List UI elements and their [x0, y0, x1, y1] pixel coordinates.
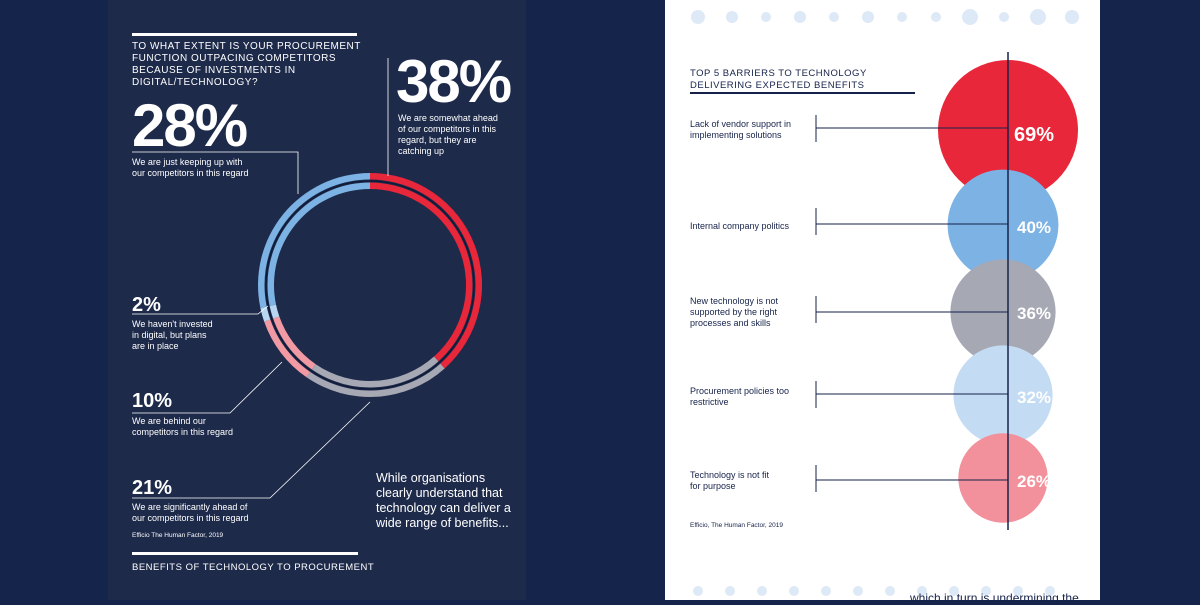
bubble-3: [953, 345, 1053, 445]
quote-text: While organisations clearly understand t…: [376, 471, 511, 530]
dot: [962, 9, 978, 25]
barriers-title: TOP 5 BARRIERS TO TECHNOLOGY DELIVERING …: [690, 68, 867, 91]
dot: [726, 11, 738, 23]
bubble-label-4: 26%: [1017, 472, 1051, 491]
dot: [821, 586, 831, 596]
source-right: Efficio, The Human Factor, 2019: [690, 522, 783, 529]
bubble-label-3: 32%: [1017, 388, 1051, 407]
title-rule: [132, 33, 357, 36]
dot: [853, 586, 863, 596]
dot: [999, 12, 1009, 22]
connector-0: [815, 115, 1008, 142]
label-2: We haven't invested in digital, but plan…: [132, 319, 213, 351]
dot: [693, 586, 703, 596]
dot: [1045, 586, 1055, 596]
connector-1: [815, 208, 1008, 235]
barrier-label-5: Technology is not fit for purpose: [690, 470, 770, 491]
leader-21: [132, 401, 371, 499]
dot: [829, 12, 839, 22]
barrier-label-1: Lack of vendor support in implementing s…: [690, 119, 792, 140]
footer-title: BENEFITS OF TECHNOLOGY TO PROCUREMENT: [132, 562, 375, 573]
connector-3: [815, 381, 1008, 408]
bottom-text: ...which in turn is undermining the: [900, 591, 1079, 605]
dot: [761, 12, 771, 22]
source-left: Efficio The Human Factor, 2019: [132, 532, 224, 539]
dot: [1065, 10, 1079, 24]
label-10: We are behind our competitors in this re…: [132, 416, 234, 437]
leader-2: [132, 305, 269, 315]
dot: [1013, 586, 1023, 596]
barrier-label-4: Procurement policies too restrictive: [690, 386, 790, 407]
bubble-label-2: 36%: [1017, 304, 1051, 323]
donut-inner-line: [265, 180, 475, 390]
dot: [725, 586, 735, 596]
label-21: We are significantly ahead of our compet…: [132, 502, 249, 523]
pct-2: 2%: [132, 294, 161, 316]
barriers-rule: [690, 92, 915, 94]
barrier-label-2: Internal company politics: [690, 221, 790, 231]
dot: [917, 586, 927, 596]
dot: [931, 12, 941, 22]
label-38: We are somewhat ahead of our competitors…: [398, 113, 498, 156]
leader-28: [132, 151, 299, 194]
barrier-label-3: New technology is not supported by the r…: [690, 296, 779, 328]
dot: [1030, 9, 1046, 25]
dot: [757, 586, 767, 596]
pct-21: 21%: [132, 477, 173, 499]
bubble-1: [947, 169, 1059, 281]
dot: [691, 10, 705, 24]
dot: [794, 11, 806, 23]
left-panel: [108, 0, 526, 600]
donut-slice-1: [306, 356, 445, 397]
donut-slice-4: [258, 173, 370, 308]
dot: [897, 12, 907, 22]
dot: [885, 586, 895, 596]
footer-rule: [132, 552, 358, 555]
question-title: TO WHAT EXTENT IS YOUR PROCUREMENT FUNCT…: [132, 41, 361, 88]
pct-38: 38%: [396, 48, 512, 115]
dot: [949, 586, 959, 596]
dot: [981, 586, 991, 596]
bubble-label-0: 69%: [1014, 124, 1054, 146]
pct-28: 28%: [132, 92, 248, 159]
label-28: We are just keeping up with our competit…: [132, 157, 249, 178]
dot: [862, 11, 874, 23]
connector-4: [815, 465, 1008, 492]
bubble-4: [958, 433, 1048, 523]
bubble-label-1: 40%: [1017, 218, 1051, 237]
dot: [789, 586, 799, 596]
connector-2: [815, 296, 1008, 323]
leader-10: [132, 361, 283, 414]
pct-10: 10%: [132, 390, 173, 412]
